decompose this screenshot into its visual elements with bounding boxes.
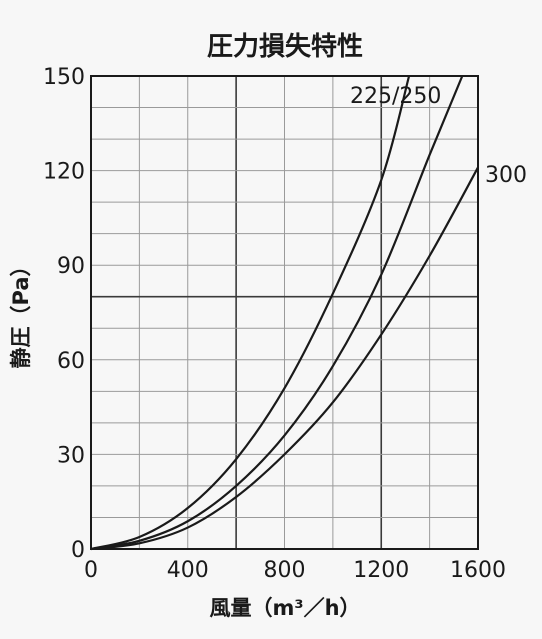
y-tick-label: 150 — [43, 65, 85, 90]
x-axis-label: 風量（m³／h） — [209, 596, 360, 620]
series-line-225 — [90, 75, 411, 551]
series-line-300 — [90, 166, 479, 551]
series-label-300: 300 — [485, 163, 527, 188]
plot-frame — [90, 75, 479, 550]
x-tick-label: 1600 — [450, 558, 506, 583]
x-tick-label: 0 — [84, 558, 98, 583]
chart-title: 圧力損失特性 — [207, 31, 363, 62]
tick-labels: 0 400 800 1200 1600 0 30 60 90 120 150 — [43, 65, 506, 583]
y-axis-label: 静圧（Pa） — [9, 256, 33, 369]
curves — [90, 75, 479, 551]
y-tick-label: 30 — [57, 443, 85, 468]
y-tick-label: 60 — [57, 349, 85, 374]
series-label-225-250: 225/250 — [350, 84, 441, 109]
grid — [91, 76, 478, 549]
series-line-250 — [90, 75, 464, 551]
x-tick-label: 1200 — [353, 558, 409, 583]
x-tick-label: 400 — [167, 558, 209, 583]
x-tick-label: 800 — [264, 558, 306, 583]
y-tick-label: 120 — [43, 160, 85, 185]
y-tick-label: 90 — [57, 254, 85, 279]
y-tick-label: 0 — [71, 538, 85, 563]
